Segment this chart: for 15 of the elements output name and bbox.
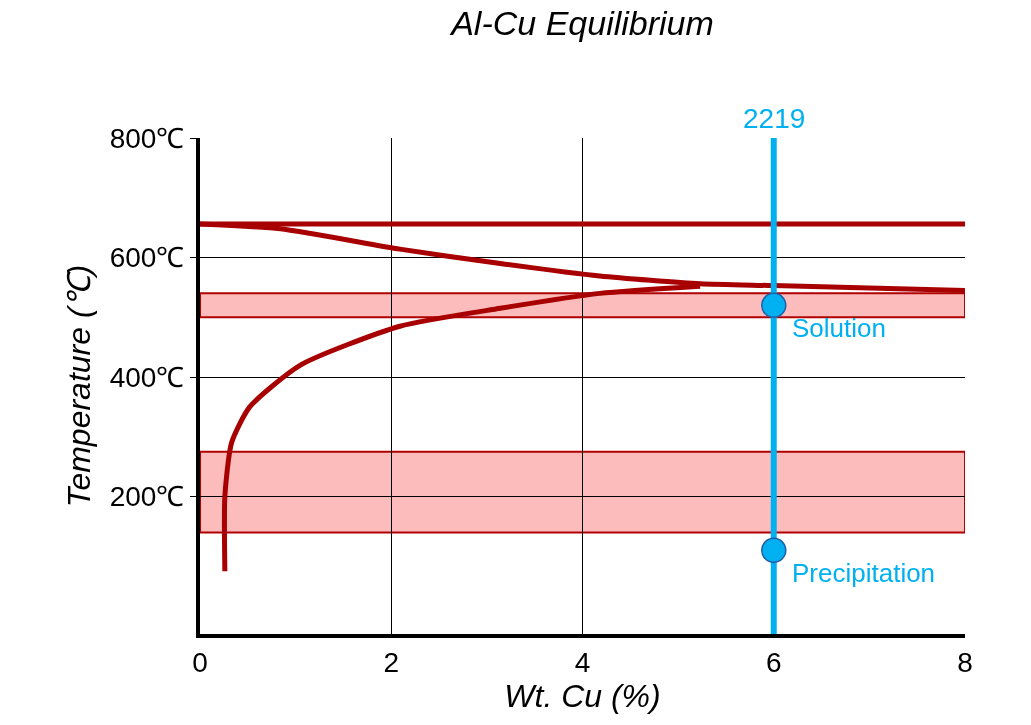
x-axis-title: Wt. Cu (%) (504, 677, 661, 714)
annotation: Precipitation (792, 558, 936, 588)
y-tick-label: 400℃ (109, 361, 185, 393)
x-tick-label: 4 (574, 646, 591, 678)
x-tick-label: 6 (765, 646, 782, 678)
annotation: Solution (792, 313, 886, 343)
y-tick-label: 600℃ (109, 242, 185, 274)
y-tick-label: 800℃ (109, 122, 185, 154)
chart-title: Al-Cu Equilibrium (449, 3, 714, 42)
y-tick-label: 200℃ (109, 481, 185, 513)
y-axis-title: Temperature (℃) (61, 264, 98, 508)
x-tick-label: 0 (192, 646, 208, 678)
x-tick-label: 2 (383, 646, 400, 678)
x-tick-label: 8 (957, 646, 973, 678)
series-label: 2219 (743, 103, 806, 134)
